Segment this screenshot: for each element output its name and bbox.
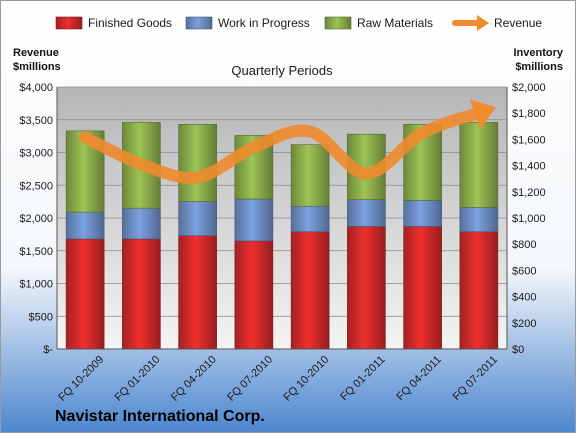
- revenue-arrowhead: [469, 99, 496, 130]
- left-tick-label: $2,500: [19, 180, 53, 192]
- right-tick-label: $2,000: [512, 82, 546, 94]
- legend-swatch-work-in-progress: [185, 16, 213, 30]
- legend-label: Work in Progress: [218, 16, 310, 30]
- legend-arrowhead: [477, 15, 489, 31]
- legend-label: Revenue: [494, 16, 542, 30]
- legend-swatch-finished-goods: [55, 16, 83, 30]
- right-tick-label: $1,400: [512, 161, 546, 173]
- left-tick-label: $3,500: [19, 115, 53, 127]
- left-axis-title-line2: $millions: [13, 61, 61, 73]
- legend-swatch-raw-materials: [324, 16, 352, 30]
- left-tick-label: $4,000: [19, 82, 53, 94]
- right-tick-label: $800: [512, 239, 536, 251]
- bar-finished-goods: [122, 238, 161, 350]
- bar-work-in-progress: [65, 211, 105, 240]
- bar-finished-goods: [403, 226, 442, 350]
- bar-work-in-progress: [122, 207, 161, 240]
- bar-work-in-progress: [290, 205, 330, 233]
- legend: Finished Goods Work in Progress Raw Materi…: [55, 15, 542, 31]
- right-axis-title-line2: $millions: [515, 61, 563, 73]
- bar-finished-goods: [459, 231, 499, 350]
- right-axis-title-line1: Inventory: [513, 47, 563, 59]
- right-tick-label: $1,800: [512, 108, 546, 120]
- right-tick-label: $1,600: [512, 134, 546, 146]
- right-tick-label: $1,200: [512, 187, 546, 199]
- bar-finished-goods: [234, 240, 274, 350]
- bar-work-in-progress: [347, 199, 386, 227]
- left-tick-label: $1,500: [19, 246, 53, 258]
- chart-title: Quarterly Periods: [231, 63, 333, 78]
- company-name: Navistar International Corp.: [55, 408, 265, 425]
- bar-work-in-progress: [403, 200, 442, 227]
- bar-finished-goods: [65, 238, 105, 350]
- bar-finished-goods: [290, 231, 330, 350]
- bar-finished-goods: [347, 226, 386, 350]
- line-layer: [79, 99, 496, 184]
- bar-work-in-progress: [234, 198, 274, 242]
- left-tick-label: $500: [29, 311, 53, 323]
- bar-raw-materials: [290, 144, 330, 207]
- right-tick-label: $600: [512, 265, 536, 277]
- bar-finished-goods: [178, 235, 217, 350]
- right-tick-label: $200: [512, 318, 536, 330]
- legend-label: Finished Goods: [88, 16, 172, 30]
- legend-label: Raw Materials: [357, 16, 433, 30]
- left-axis-title-line1: Revenue: [13, 47, 59, 59]
- right-tick-label: $1,000: [512, 213, 546, 225]
- right-tick-label: $0: [512, 344, 524, 356]
- left-tick-label: $2,000: [19, 213, 53, 225]
- left-tick-label: $3,000: [19, 148, 53, 160]
- bar-raw-materials: [178, 124, 217, 202]
- bar-raw-materials: [459, 122, 499, 208]
- left-tick-label: $1,000: [19, 279, 53, 291]
- bar-work-in-progress: [178, 201, 217, 236]
- left-tick-label: $-: [43, 344, 53, 356]
- revenue-line: [79, 105, 489, 184]
- right-tick-label: $400: [512, 292, 536, 304]
- bar-work-in-progress: [459, 207, 499, 233]
